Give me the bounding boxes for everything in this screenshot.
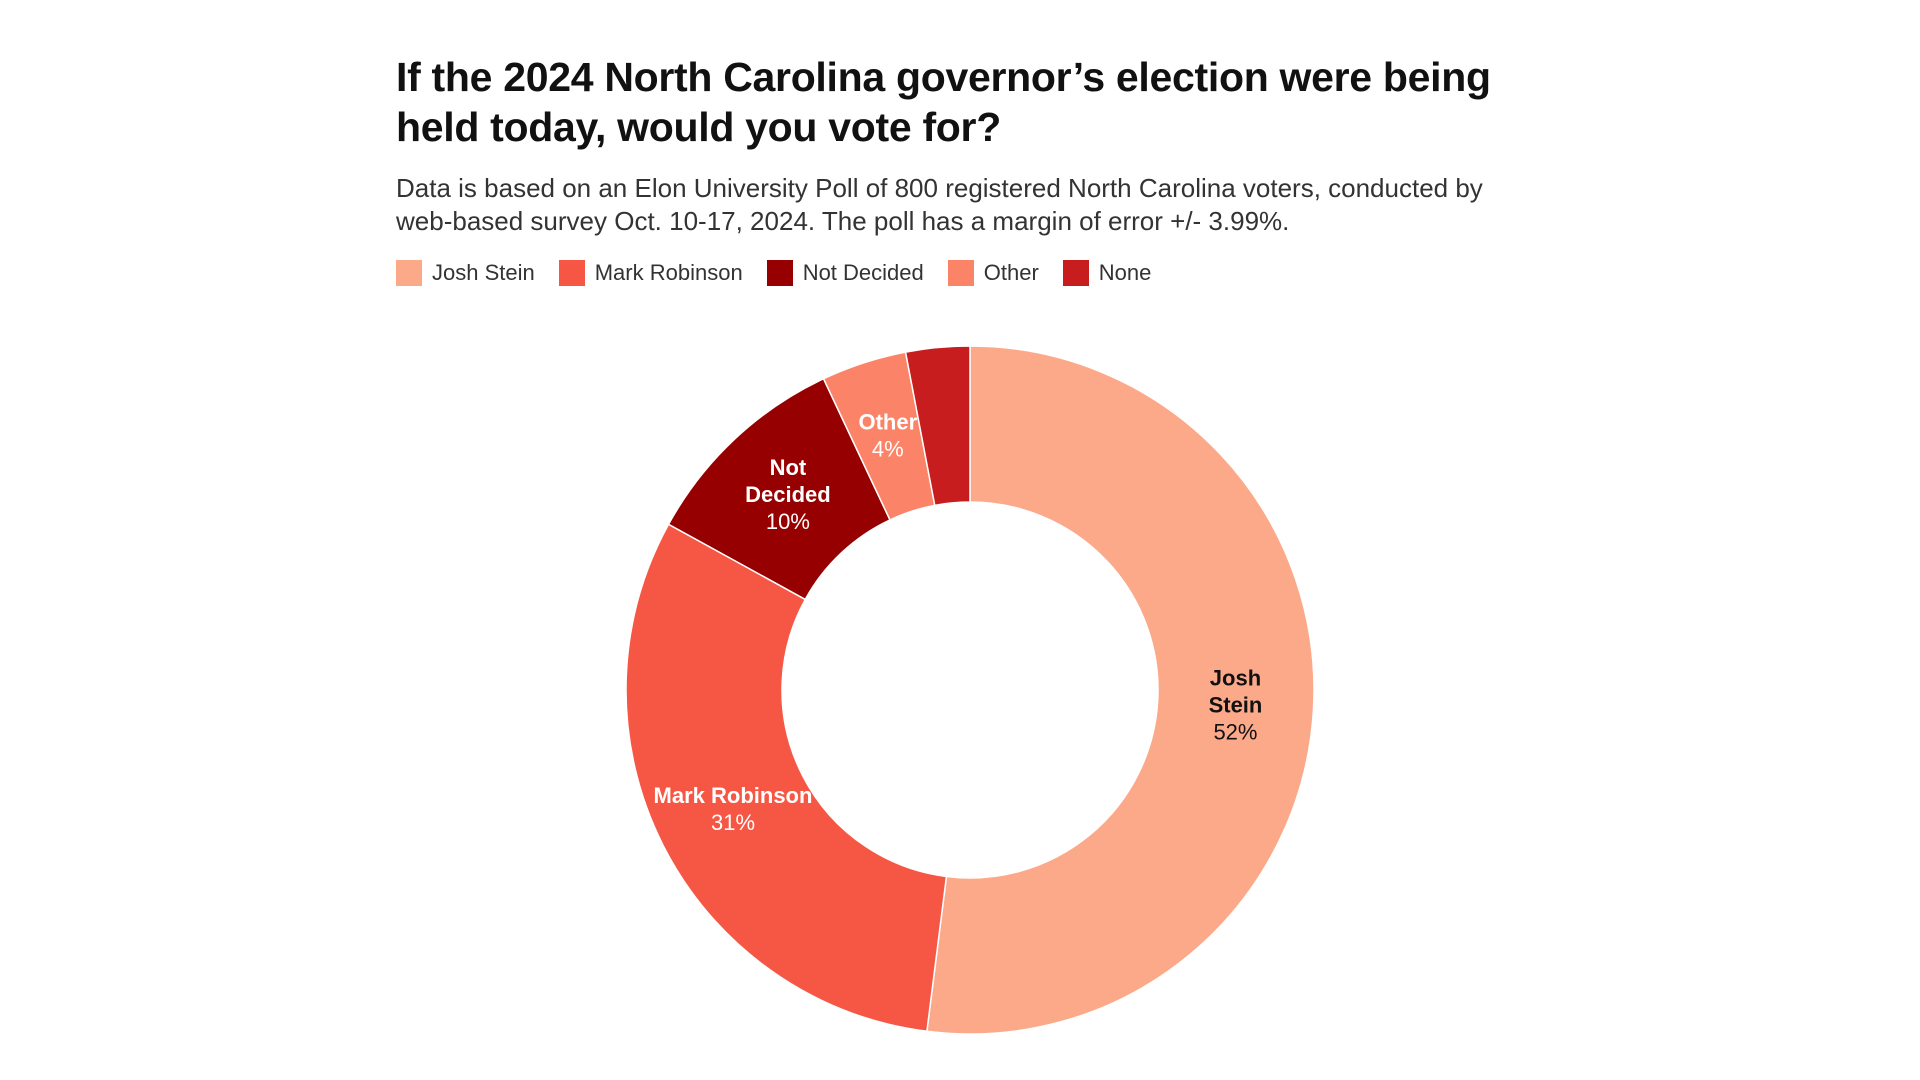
legend-item-not-decided[interactable]: Not Decided [766,260,924,286]
slice-name-josh-stein: Josh [1210,666,1261,691]
slice-name-josh-stein: Stein [1209,693,1263,718]
slice-name-not-decided: Not [770,455,807,480]
legend-swatch-josh-stein [396,260,422,286]
chart-title: If the 2024 North Carolina governor’s el… [396,54,1491,150]
slice-value-not-decided: 10% [766,509,810,534]
legend-swatch-mark-robinson [558,260,585,286]
chart-header: If the 2024 North Carolina governor’s el… [396,52,1536,286]
legend-label-josh-stein: Josh Stein [432,260,535,285]
slice-value-other: 4% [872,436,904,461]
legend-swatch-other [947,260,974,286]
legend-item-other[interactable]: Other [947,260,1039,286]
slice-value-mark-robinson: 31% [711,810,755,835]
legend-label-not-decided: Not Decided [802,260,924,285]
chart-legend: Josh Stein Mark Robinson Not Decided Other N… [396,260,1536,286]
legend-item-mark-robinson[interactable]: Mark Robinson [558,260,743,286]
legend-label-none: None [1098,260,1152,285]
slice-value-josh-stein: 52% [1213,720,1257,745]
slice-name-mark-robinson: Mark Robinson [654,783,813,808]
slice-name-not-decided: Decided [745,482,831,507]
slice-josh-stein[interactable] [926,345,1315,1035]
legend-item-josh-stein[interactable]: Josh Stein [396,260,535,286]
slice-name-other: Other [858,409,917,434]
legend-item-none[interactable]: None [1062,260,1152,286]
legend-swatch-not-decided [766,260,793,286]
legend-swatch-none [1062,260,1089,286]
slice-none[interactable] [904,345,971,507]
legend-label-mark-robinson: Mark Robinson [594,260,743,285]
legend-label-other: Other [983,260,1039,285]
slice-mark-robinson[interactable] [625,523,948,1033]
chart-subtitle: Data is based on an Elon University Poll… [396,173,1483,236]
